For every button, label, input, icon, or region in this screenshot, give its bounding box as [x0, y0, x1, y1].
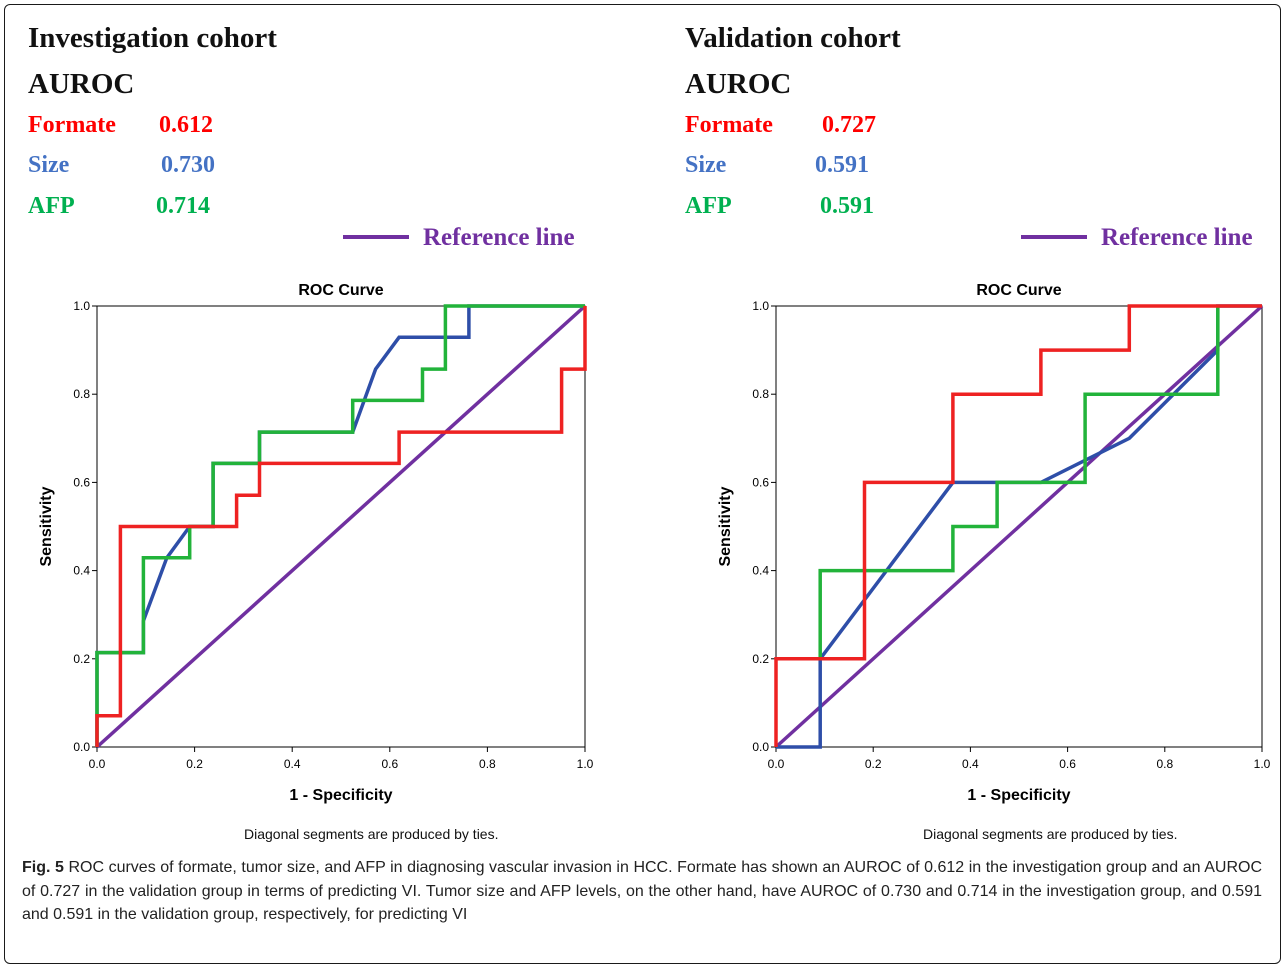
series-reference-line-validation: [774, 304, 1264, 749]
series-afp-validation: [818, 306, 1220, 659]
x-tick-label-validation: 1.0: [1254, 757, 1271, 771]
series-reference-line-investigation: [95, 304, 587, 749]
chart-title-validation: ROC Curve: [976, 282, 1061, 299]
y-tick-label-investigation: 0.6: [73, 475, 90, 489]
panel-left-afp-name: AFP: [28, 193, 75, 219]
panel-left-reference-label: Reference line: [423, 224, 575, 251]
panel-left-formate-row: Formate 0.612: [28, 112, 213, 139]
x-tick-label-validation: 0.2: [865, 757, 882, 771]
y-tick-label-validation: 0.8: [752, 387, 769, 401]
panel-left-formate-value: 0.612: [159, 112, 213, 138]
x-tick-label-investigation: 0.0: [89, 757, 106, 771]
y-tick-label-validation: 0.0: [752, 740, 769, 754]
x-tick-label-validation: 0.4: [962, 757, 979, 771]
figure-caption: Fig. 5 ROC curves of formate, tumor size…: [22, 856, 1262, 927]
panel-right-ties-note: Diagonal segments are produced by ties.: [923, 826, 1178, 842]
panel-right-reference-legend: Reference line: [1021, 224, 1253, 252]
panel-left-reference-swatch: [343, 235, 409, 240]
panel-left-size-name: Size: [28, 152, 70, 178]
panel-left-afp-row: AFP 0.714: [28, 193, 210, 220]
panel-left-size-value: 0.730: [161, 152, 215, 178]
plot-frame-validation: [775, 305, 1263, 748]
panel-left-reference-legend: Reference line: [343, 224, 575, 252]
series-formate-investigation: [95, 306, 587, 747]
y-tick-label-investigation: 1.0: [73, 299, 90, 313]
panel-left-auroc-label: AUROC: [28, 68, 135, 100]
panel-left-ties-note: Diagonal segments are produced by ties.: [244, 826, 499, 842]
panel-right-formate-value: 0.727: [822, 112, 876, 138]
y-axis-label-investigation: Sensitivity: [38, 486, 55, 566]
x-axis-label-investigation: 1 - Specificity: [289, 787, 392, 804]
panel-right-auroc-label: AUROC: [685, 68, 792, 100]
chart-title-investigation: ROC Curve: [298, 282, 383, 299]
x-tick-label-validation: 0.8: [1156, 757, 1173, 771]
panel-right-formate-row: Formate 0.727: [685, 112, 876, 139]
y-tick-label-investigation: 0.0: [73, 740, 90, 754]
x-tick-label-investigation: 0.4: [284, 757, 301, 771]
panel-right-reference-label: Reference line: [1101, 224, 1253, 251]
panel-left-cohort-title: Investigation cohort: [28, 22, 277, 54]
panel-left-formate-name: Formate: [28, 112, 116, 138]
panel-left-size-row: Size 0.730: [28, 152, 215, 179]
plot-frame-investigation: [96, 305, 586, 748]
x-tick-label-investigation: 0.2: [186, 757, 203, 771]
panel-left-afp-value: 0.714: [156, 193, 210, 219]
x-tick-label-investigation: 0.8: [479, 757, 496, 771]
figure-caption-text: ROC curves of formate, tumor size, and A…: [22, 859, 1263, 923]
panel-right-afp-value: 0.591: [820, 193, 874, 219]
x-tick-label-validation: 0.0: [768, 757, 785, 771]
panel-right-size-name: Size: [685, 152, 727, 178]
x-axis-label-validation: 1 - Specificity: [967, 787, 1070, 804]
figure-frame: [4, 4, 1281, 964]
panel-right-cohort-title: Validation cohort: [685, 22, 901, 54]
y-tick-label-investigation: 0.8: [73, 387, 90, 401]
y-axis-label-validation: Sensitivity: [717, 486, 734, 566]
y-tick-label-validation: 0.4: [752, 564, 769, 578]
panel-right-reference-swatch: [1021, 235, 1087, 240]
roc-chart-validation: ROC Curve 0.0 0.2 0.4 0.6 0.8 1.0 0.0 0.2 0.4 0.6 0…: [717, 282, 1271, 804]
panel-right-size-value: 0.591: [815, 152, 869, 178]
x-tick-label-validation: 0.6: [1059, 757, 1076, 771]
series-formate-validation: [774, 304, 1262, 747]
y-tick-label-investigation: 0.2: [73, 652, 90, 666]
x-tick-label-investigation: 1.0: [577, 757, 594, 771]
roc-chart-investigation: ROC Curve 0.0 0.2 0.4 0.6 0.8 1.0 0.0 0.2 0.4 0.6 0…: [38, 282, 594, 804]
panel-right-size-row: Size 0.591: [685, 152, 869, 179]
y-tick-label-investigation: 0.4: [73, 564, 90, 578]
x-tick-label-investigation: 0.6: [381, 757, 398, 771]
y-tick-label-validation: 1.0: [752, 299, 769, 313]
figure-label: Fig. 5: [22, 859, 64, 876]
panel-right-formate-name: Formate: [685, 112, 773, 138]
panel-right-afp-row: AFP 0.591: [685, 193, 874, 220]
y-tick-label-validation: 0.2: [752, 652, 769, 666]
panel-right-afp-name: AFP: [685, 193, 732, 219]
y-tick-label-validation: 0.6: [752, 475, 769, 489]
